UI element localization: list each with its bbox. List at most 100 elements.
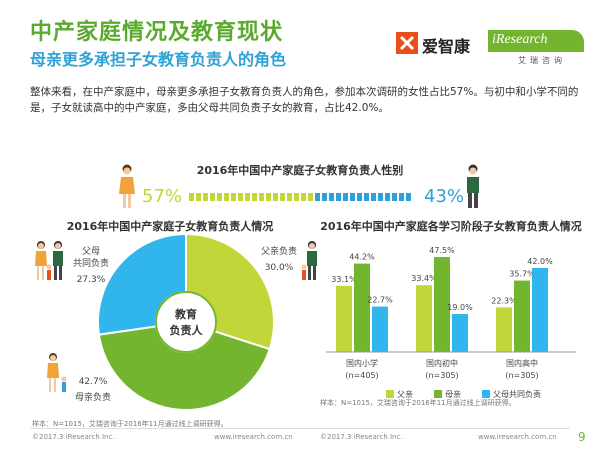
gender-female-segment (196, 193, 201, 201)
gender-female-segment (301, 193, 306, 201)
footnote-right: 样本：N=1015，艾瑞咨询于2016年11月通过线上调研获得。 (320, 399, 516, 407)
gender-male-segment (336, 193, 341, 201)
gender-female-segment (273, 193, 278, 201)
iresearch-logo: iResearch 艾瑞咨询 (488, 22, 584, 66)
footer-divider (30, 428, 570, 429)
bar-category-label: 国内高中 (506, 358, 538, 368)
gender-male-segment (392, 193, 397, 201)
gender-female-segment (238, 193, 243, 201)
bar-0-2 (372, 306, 388, 352)
bar-0-1 (354, 263, 370, 352)
bar-value-label: 33.4% (411, 274, 437, 283)
pie-label-mother-value: 42.7% (78, 377, 108, 387)
gender-male-segment (399, 193, 404, 201)
pie-label-both: 父母 共同负责 27.3% (66, 246, 116, 286)
bar-value-label: 47.5% (429, 246, 455, 255)
copyright-right: ©2017.3 iResearch Inc. (320, 433, 403, 441)
bar-2-1 (514, 280, 530, 352)
pie-center-label-1: 教育 (174, 307, 197, 321)
gender-male-segment (315, 193, 320, 201)
bar-value-label: 22.3% (491, 296, 517, 305)
gender-female-segment (294, 193, 299, 201)
bar-category-label: 国内小学 (346, 358, 378, 368)
gender-male-segment (357, 193, 362, 201)
bar-value-label: 35.7% (509, 270, 535, 279)
gender-male-segment (378, 193, 383, 201)
gender-female-segment (259, 193, 264, 201)
bar-1-0 (416, 285, 432, 352)
aizhikang-logo-icon (396, 32, 418, 54)
website-left: www.iresearch.com.cn (214, 433, 293, 441)
summary-text: 整体来看，在中产家庭中，母亲更多承担子女教育负责人的角色，参加本次调研的女性占比… (30, 86, 579, 114)
pie-label-father-text: 父亲负责 (260, 247, 297, 257)
website-right: www.iresearch.com.cn (478, 433, 557, 441)
bar-value-label: 33.1% (331, 275, 357, 284)
gender-male-segment (329, 193, 334, 201)
male-person-icon (467, 164, 479, 208)
legend-label: 父亲 (397, 389, 413, 399)
gender-female-segment (203, 193, 208, 201)
family-icon (35, 241, 63, 280)
aizhikang-logo-text: 爱智康 (422, 37, 471, 56)
father-icon (301, 241, 317, 280)
bar-2-2 (532, 268, 548, 352)
legend-swatch (482, 390, 490, 398)
female-percentage: 57% (142, 186, 183, 207)
page-subtitle: 母亲更多承担子女教育负责人的角色 (30, 50, 287, 69)
bar-1-2 (452, 314, 468, 352)
pie-label-father-value: 30.0% (264, 263, 294, 273)
pie-center-label-2: 负责人 (170, 323, 204, 337)
bar-category-n: (n=305) (505, 371, 538, 380)
gender-bar (189, 193, 411, 201)
pie-label-mother-text: 母亲负责 (74, 393, 111, 403)
gender-male-segment (322, 193, 327, 201)
bar-0-0 (336, 285, 352, 352)
aizhikang-logo: 爱智康 (396, 30, 486, 58)
female-person-icon (119, 164, 135, 208)
iresearch-logo-cn: 艾瑞咨询 (518, 56, 566, 65)
gender-male-segment (371, 193, 376, 201)
gender-female-segment (252, 193, 257, 201)
bar-category-label: 国内初中 (426, 358, 458, 368)
bar-value-label: 19.0% (447, 303, 473, 312)
mother-icon (47, 353, 67, 392)
bar-chart: 33.1% 44.2% 22.7% 国内小学 (n=405) 33.4% 47.5% 19.0… (326, 246, 576, 399)
male-percentage: 43% (424, 186, 465, 207)
bar-value-label: 44.2% (349, 253, 375, 262)
gender-male-segment (406, 193, 411, 201)
bar-2-0 (496, 307, 512, 352)
pie-center (155, 291, 217, 353)
gender-female-segment (231, 193, 236, 201)
gender-female-segment (308, 193, 313, 201)
gender-male-segment (343, 193, 348, 201)
legend-swatch (434, 390, 442, 398)
bar-category-n: (n=405) (345, 371, 378, 380)
gender-female-segment (217, 193, 222, 201)
iresearch-logo-text: iResearch (492, 32, 548, 47)
bar-value-label: 22.7% (367, 296, 393, 305)
pie-chart: 教育 负责人 (97, 232, 275, 411)
legend-swatch (386, 390, 394, 398)
gender-female-segment (280, 193, 285, 201)
pie-label-mother: 42.7% 母亲负责 (68, 376, 118, 404)
gender-female-segment (224, 193, 229, 201)
pie-label-both-text-1: 父母 (81, 247, 100, 257)
footnote-left: 样本：N=1015，艾瑞咨询于2016年11月通过线上调研获得。 (32, 420, 228, 428)
gender-male-segment (385, 193, 390, 201)
bar-category-n: (n=305) (425, 371, 458, 380)
iresearch-logo-bar (488, 30, 584, 52)
pie-label-father: 父亲负责 30.0% (254, 246, 304, 274)
bar-1-1 (434, 257, 450, 352)
bar-value-label: 42.0% (527, 257, 553, 266)
bar-chart-title: 2016年中国中产家庭各学习阶段子女教育负责人情况 (320, 220, 582, 233)
gender-male-segment (350, 193, 355, 201)
pie-chart-title: 2016年中国中产家庭子女教育负责人情况 (66, 220, 274, 233)
gender-female-segment (210, 193, 215, 201)
page-number: 9 (578, 430, 586, 444)
gender-chart-title: 2016年中国中产家庭子女教育负责人性别 (196, 164, 404, 177)
legend-label: 母亲 (445, 389, 461, 399)
copyright-left: ©2017.3 iResearch Inc. (32, 433, 115, 441)
legend-label: 父母共同负责 (493, 389, 541, 399)
gender-male-segment (364, 193, 369, 201)
pie-label-both-value: 27.3% (76, 275, 106, 285)
